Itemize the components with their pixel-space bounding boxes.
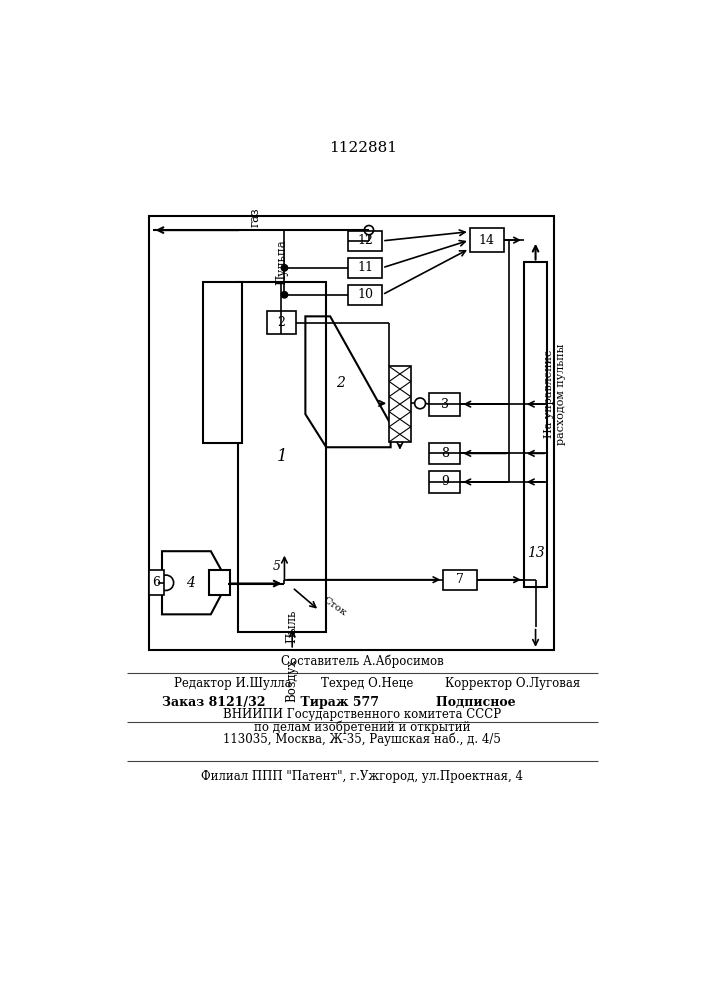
Text: 2: 2 bbox=[336, 376, 345, 390]
Bar bbox=[149, 570, 164, 595]
Text: Корректор О.Луговая: Корректор О.Луговая bbox=[445, 677, 580, 690]
Text: 3: 3 bbox=[441, 398, 449, 411]
Text: 14: 14 bbox=[479, 234, 495, 247]
Text: 13: 13 bbox=[527, 546, 544, 560]
Text: 113035, Москва, Ж-35, Раушская наб., д. 4/5: 113035, Москва, Ж-35, Раушская наб., д. … bbox=[223, 732, 501, 746]
Text: Сток: Сток bbox=[322, 595, 349, 618]
Bar bbox=[443, 570, 477, 590]
Bar bbox=[469, 228, 504, 252]
Text: 6: 6 bbox=[153, 576, 160, 589]
Text: Пульпа: Пульпа bbox=[276, 240, 288, 285]
Text: Воздух: Воздух bbox=[286, 659, 298, 702]
Text: 11: 11 bbox=[357, 261, 373, 274]
Text: ВНИИПИ Государственного комитета СССР: ВНИИПИ Государственного комитета СССР bbox=[223, 708, 501, 721]
Text: Техред О.Неце: Техред О.Неце bbox=[321, 677, 414, 690]
Bar bbox=[238, 282, 327, 632]
Circle shape bbox=[281, 265, 288, 271]
Text: 5: 5 bbox=[273, 560, 281, 573]
Bar bbox=[429, 443, 460, 464]
Circle shape bbox=[281, 292, 288, 298]
Text: Редактор И.Шулла: Редактор И.Шулла bbox=[174, 677, 291, 690]
Text: 10: 10 bbox=[357, 288, 373, 301]
Bar bbox=[149, 216, 554, 650]
Bar bbox=[348, 285, 382, 305]
Bar bbox=[348, 231, 382, 251]
Text: 12: 12 bbox=[357, 234, 373, 247]
Bar bbox=[389, 366, 411, 442]
Text: 8: 8 bbox=[441, 447, 449, 460]
Text: 1122881: 1122881 bbox=[329, 141, 397, 155]
Text: 7: 7 bbox=[457, 573, 464, 586]
Bar bbox=[429, 393, 460, 416]
Text: 9: 9 bbox=[441, 475, 449, 488]
Text: На управление
расходом пульпы: На управление расходом пульпы bbox=[544, 343, 566, 445]
Bar bbox=[524, 262, 547, 587]
Bar bbox=[209, 570, 230, 595]
Text: Заказ 8121/32        Тираж 577             Подписное: Заказ 8121/32 Тираж 577 Подписное bbox=[162, 696, 515, 709]
Bar bbox=[348, 258, 382, 278]
Text: Составитель А.Абросимов: Составитель А.Абросимов bbox=[281, 655, 443, 668]
Text: по делам изобретений и открытий: по делам изобретений и открытий bbox=[254, 720, 470, 734]
Bar bbox=[267, 311, 296, 334]
Text: Пыль: Пыль bbox=[286, 609, 298, 643]
Bar bbox=[203, 282, 242, 443]
Text: Филиал ППП "Патент", г.Ужгород, ул.Проектная, 4: Филиал ППП "Патент", г.Ужгород, ул.Проек… bbox=[201, 770, 523, 783]
Text: газ: газ bbox=[248, 207, 262, 227]
Text: 4: 4 bbox=[186, 576, 195, 590]
Text: 2: 2 bbox=[277, 316, 286, 329]
Text: 1: 1 bbox=[277, 448, 288, 465]
Bar bbox=[429, 471, 460, 493]
